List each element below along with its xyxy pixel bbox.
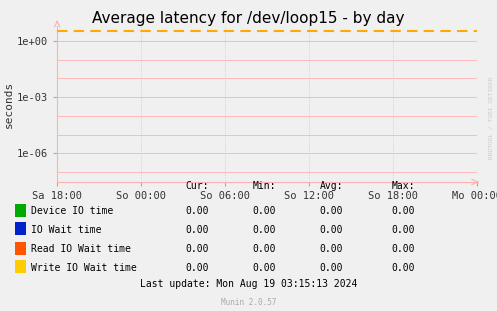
Text: 0.00: 0.00	[252, 244, 276, 254]
Text: 0.00: 0.00	[320, 207, 343, 216]
Text: Min:: Min:	[252, 181, 276, 191]
Text: 0.00: 0.00	[185, 263, 209, 273]
Text: Device IO time: Device IO time	[31, 207, 113, 216]
Text: Avg:: Avg:	[320, 181, 343, 191]
Text: 0.00: 0.00	[320, 244, 343, 254]
Text: RRDTOOL / TOBI OETIKER: RRDTOOL / TOBI OETIKER	[489, 77, 494, 160]
Text: 0.00: 0.00	[252, 207, 276, 216]
Text: 0.00: 0.00	[392, 207, 415, 216]
Y-axis label: seconds: seconds	[4, 81, 14, 128]
Text: Max:: Max:	[392, 181, 415, 191]
Text: Last update: Mon Aug 19 03:15:13 2024: Last update: Mon Aug 19 03:15:13 2024	[140, 279, 357, 289]
Text: 0.00: 0.00	[185, 207, 209, 216]
Text: Average latency for /dev/loop15 - by day: Average latency for /dev/loop15 - by day	[92, 11, 405, 26]
Text: 0.00: 0.00	[320, 225, 343, 235]
Text: 0.00: 0.00	[392, 225, 415, 235]
Text: 0.00: 0.00	[320, 263, 343, 273]
Text: Cur:: Cur:	[185, 181, 209, 191]
Text: 0.00: 0.00	[392, 244, 415, 254]
Text: Read IO Wait time: Read IO Wait time	[31, 244, 131, 254]
Text: 0.00: 0.00	[185, 244, 209, 254]
Text: Write IO Wait time: Write IO Wait time	[31, 263, 137, 273]
Text: Munin 2.0.57: Munin 2.0.57	[221, 298, 276, 307]
Text: 0.00: 0.00	[392, 263, 415, 273]
Text: 0.00: 0.00	[252, 225, 276, 235]
Text: IO Wait time: IO Wait time	[31, 225, 101, 235]
Text: 0.00: 0.00	[252, 263, 276, 273]
Text: 0.00: 0.00	[185, 225, 209, 235]
